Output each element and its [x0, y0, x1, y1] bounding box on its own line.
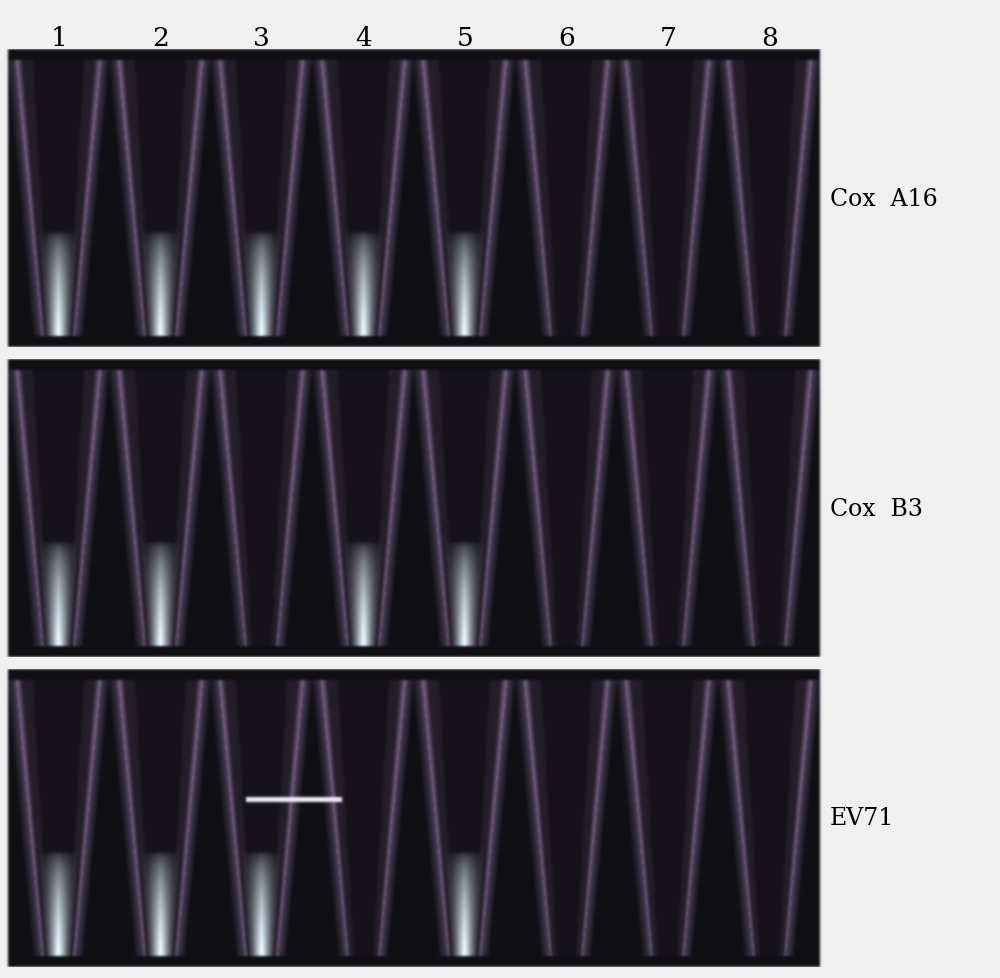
Text: 5: 5 [456, 25, 473, 51]
Text: EV71: EV71 [830, 807, 894, 829]
Text: 8: 8 [761, 25, 778, 51]
Text: 1: 1 [50, 25, 67, 51]
Text: 3: 3 [253, 25, 270, 51]
Text: 7: 7 [659, 25, 676, 51]
Text: Cox  A16: Cox A16 [830, 188, 938, 210]
Text: Cox  B3: Cox B3 [830, 497, 923, 520]
Text: 4: 4 [355, 25, 372, 51]
Text: 6: 6 [558, 25, 575, 51]
Text: 2: 2 [152, 25, 169, 51]
